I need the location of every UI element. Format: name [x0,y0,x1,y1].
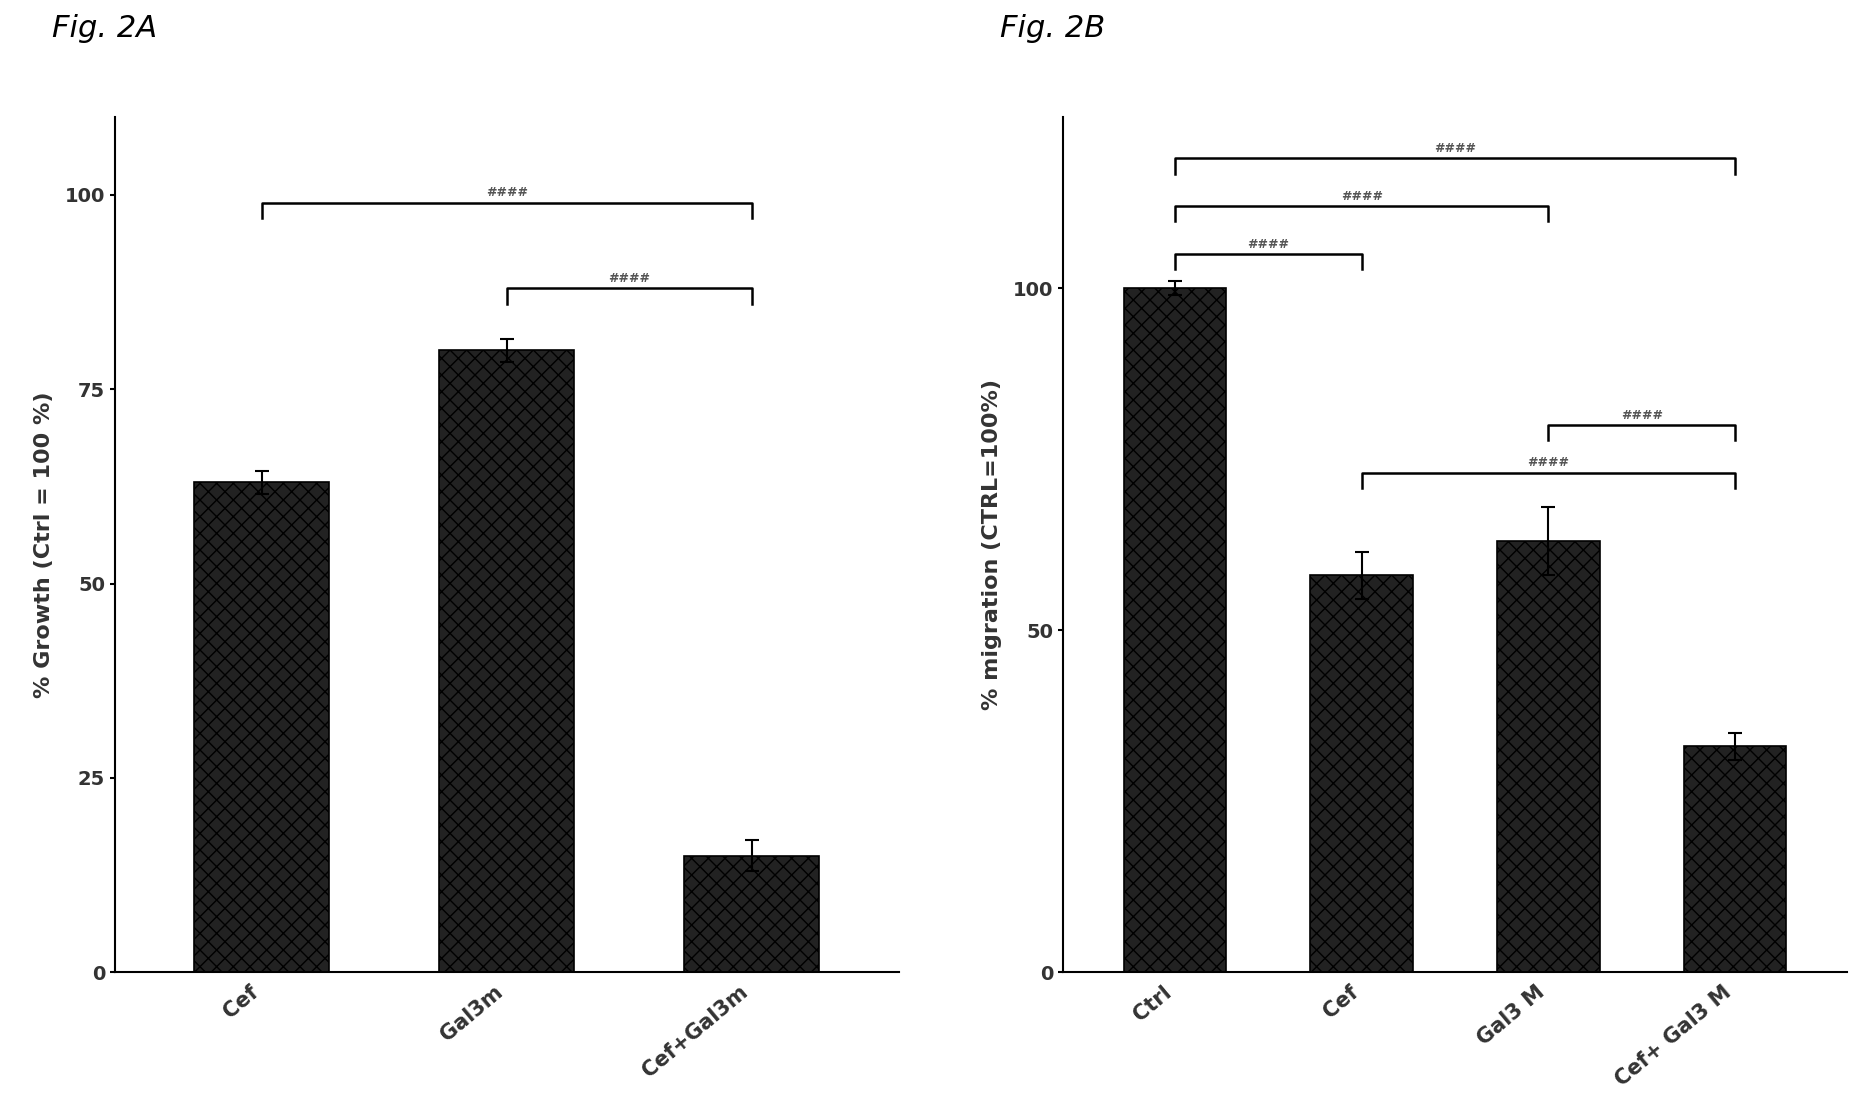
Text: ####: #### [1527,456,1570,470]
Text: ####: #### [1341,190,1383,202]
Bar [194,483,330,972]
Text: ####: #### [486,187,527,199]
Bar [1683,747,1786,972]
Bar [439,350,573,972]
Text: Fig. 2A: Fig. 2A [52,14,156,43]
Text: ####: #### [1434,141,1477,155]
Bar [1125,288,1227,972]
Bar [1311,576,1413,972]
Text: ####: #### [1248,238,1290,251]
Text: ####: #### [1620,409,1663,421]
Bar [1497,541,1599,972]
Y-axis label: % migration (CTRL=100%): % migration (CTRL=100%) [981,379,1002,711]
Bar [685,855,819,972]
Text: ####: #### [609,272,650,285]
Text: Fig. 2B: Fig. 2B [1000,14,1106,43]
Y-axis label: % Growth (Ctrl = 100 %): % Growth (Ctrl = 100 %) [34,391,54,698]
